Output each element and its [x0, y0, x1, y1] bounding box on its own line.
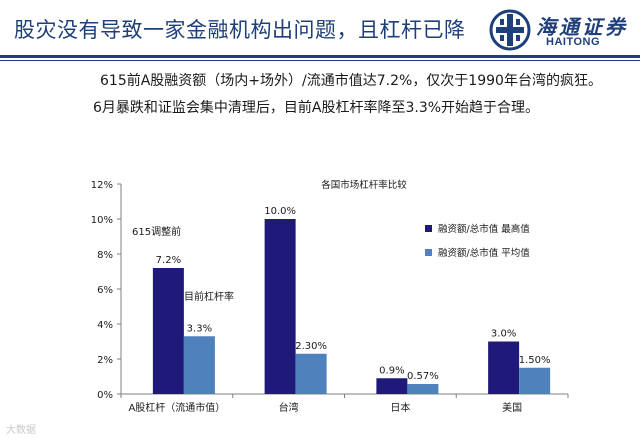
x-category-label: 美国 — [502, 401, 522, 414]
logo-chinese-name: 海通证券 — [536, 15, 628, 39]
watermark: 大数据 — [6, 425, 36, 436]
annotation-before-adjustment: 615调整前 — [132, 225, 181, 238]
haitong-logo-icon — [489, 9, 531, 51]
bar-avg-1 — [295, 353, 327, 394]
bar-avg-2 — [407, 384, 439, 394]
y-tick-label: 8% — [97, 250, 113, 261]
y-tick-label: 2% — [97, 355, 113, 366]
x-category-label: 日本 — [390, 401, 410, 414]
x-category-label: A股杠杆（流通市值） — [128, 401, 225, 414]
summary-line-2: 6月暴跌和证监会集中清理后，目前A股杠杆率降至3.3%开始趋于合理。 — [93, 100, 540, 116]
y-tick-label: 0% — [97, 390, 113, 401]
chart-title: 各国市场杠杆率比较 — [321, 179, 407, 191]
bar-max-1 — [264, 219, 296, 394]
data-label: 7.2% — [156, 255, 181, 266]
data-label: 0.9% — [379, 365, 404, 376]
bar-avg-3 — [519, 367, 551, 394]
y-tick-label: 12% — [91, 180, 113, 191]
leverage-bar-chart: 0% 2% 4% 6% 8% 10% 12% 7.2% 3.3% A股杠杆（流通市值） 10.0% 2… — [91, 179, 569, 414]
slide-title: 股灾没有导致一家金融机构出问题，且杠杆已降 — [14, 18, 466, 42]
bar-avg-0 — [183, 336, 215, 394]
x-category-label: 台湾 — [279, 401, 299, 414]
y-tick-label: 4% — [97, 320, 113, 331]
slide-header: 股灾没有导致一家金融机构出问题，且杠杆已降 海通证券 HAITONG — [0, 0, 640, 56]
bar-max-3 — [488, 341, 520, 394]
data-label: 3.0% — [491, 329, 516, 340]
bar-max-0 — [152, 268, 184, 394]
annotation-current-leverage: 目前杠杆率 — [184, 290, 234, 303]
data-label: 3.3% — [187, 323, 212, 334]
legend-swatch-1 — [425, 249, 432, 256]
data-label: 0.57% — [407, 371, 439, 382]
leverage-chart: 0% 2% 4% 6% 8% 10% 12% 7.2% 3.3% A股杠杆（流通市值） 10.0% 2… — [0, 170, 640, 441]
header-divider-thick — [0, 55, 640, 58]
summary-line-1: 615前A股融资额（场内+场外）/流通市值达7.2%，仅次于1990年台湾的疯狂… — [100, 73, 602, 89]
data-label: 10.0% — [264, 206, 296, 217]
legend-swatch-0 — [425, 225, 432, 232]
y-tick-label: 10% — [91, 215, 113, 226]
data-label: 1.50% — [519, 355, 551, 366]
logo-english-name: HAITONG — [546, 36, 601, 48]
data-label: 2.30% — [295, 341, 327, 352]
y-tick-label: 6% — [97, 285, 113, 296]
haitong-logo: 海通证券 HAITONG — [488, 8, 633, 52]
header-divider-thin — [0, 60, 640, 61]
legend-label-0: 融资额/总市值 最高值 — [438, 223, 530, 235]
bar-max-2 — [376, 378, 408, 394]
legend-label-1: 融资额/总市值 平均值 — [438, 247, 530, 259]
